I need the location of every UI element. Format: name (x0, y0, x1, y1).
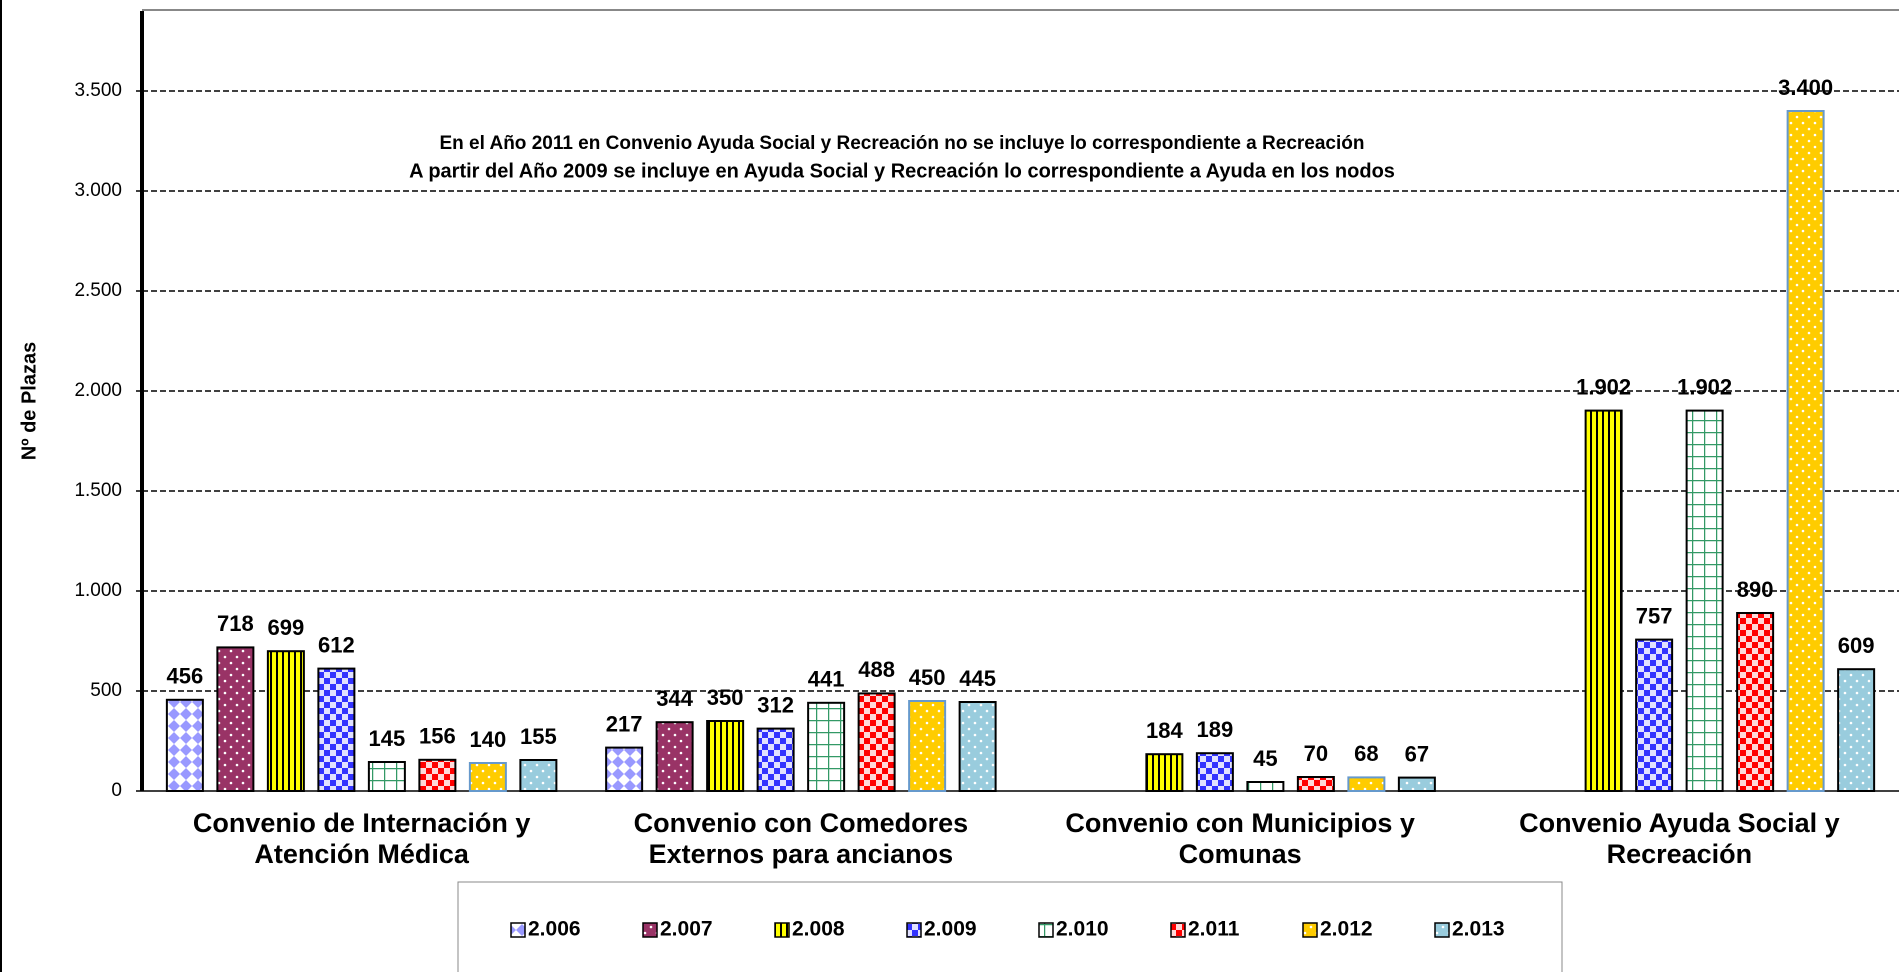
y-tick-label: 0 (111, 780, 122, 801)
bar (216, 646, 255, 793)
legend-swatch (1434, 922, 1450, 938)
bar (958, 701, 997, 792)
data-label: 350 (707, 685, 744, 710)
bar (1347, 776, 1386, 793)
bar (1246, 781, 1285, 792)
x-tick-label: Convenio de Internación y Atención Médic… (192, 808, 531, 869)
data-label: 312 (757, 692, 794, 717)
bar (468, 762, 507, 792)
legend-swatch (1038, 922, 1054, 938)
bar (1145, 753, 1184, 793)
bar (655, 721, 694, 793)
data-label: 718 (217, 611, 254, 636)
bar (1635, 638, 1674, 792)
data-label: 3.400 (1778, 75, 1833, 100)
legend-swatch (1302, 922, 1318, 938)
bar (519, 759, 558, 792)
legend-swatch (774, 922, 790, 938)
bar (807, 701, 846, 792)
bar (1584, 409, 1623, 792)
data-label: 612 (318, 632, 355, 657)
bar (1736, 612, 1775, 792)
bar (367, 761, 406, 792)
data-label: 70 (1304, 741, 1328, 766)
bar (908, 700, 947, 792)
data-label: 699 (268, 615, 305, 640)
bar (165, 698, 204, 792)
bar (1296, 776, 1335, 792)
data-label: 1.902 (1576, 374, 1631, 399)
data-label: 155 (520, 724, 557, 749)
y-axis-label: Nº de Plazas (18, 342, 40, 460)
bar (1837, 668, 1876, 793)
data-label: 344 (656, 686, 693, 711)
annotation: En el Año 2011 en Convenio Ayuda Social … (440, 133, 1365, 154)
legend-swatch (642, 922, 658, 938)
data-label: 67 (1405, 741, 1429, 766)
data-label: 445 (959, 666, 996, 691)
data-label: 456 (167, 664, 204, 689)
y-tick-label: 3.000 (74, 180, 122, 201)
y-tick-label: 2.000 (74, 380, 122, 401)
y-tick-label: 1.500 (74, 480, 122, 501)
data-label: 45 (1253, 746, 1277, 771)
legend-label: 2.008 (792, 918, 845, 941)
bar (1685, 409, 1724, 792)
data-label: 441 (808, 667, 845, 692)
legend-label: 2.006 (528, 918, 581, 941)
data-label: 68 (1354, 741, 1378, 766)
bar (756, 727, 795, 792)
legend-label: 2.009 (924, 918, 977, 941)
bar (857, 692, 896, 793)
x-tick-label: Convenio con Municipios y Comunas (1065, 808, 1415, 869)
bar (1786, 110, 1825, 792)
y-tick-label: 2.500 (74, 280, 122, 301)
y-tick-label: 1.000 (74, 580, 122, 601)
data-label: 609 (1838, 633, 1875, 658)
legend-swatch (906, 922, 922, 938)
data-label: 757 (1636, 603, 1673, 628)
data-label: 189 (1197, 717, 1234, 742)
data-label: 145 (369, 726, 406, 751)
data-label: 184 (1146, 718, 1183, 743)
data-label: 1.902 (1677, 374, 1732, 399)
legend-label: 2.010 (1056, 918, 1109, 941)
data-label: 450 (909, 665, 946, 690)
bar (1195, 752, 1234, 793)
bar (706, 720, 745, 792)
bar (418, 758, 457, 792)
bar (317, 667, 356, 792)
legend-label: 2.007 (660, 918, 713, 941)
x-tick-label: Convenio Ayuda Social y Recreación (1519, 808, 1840, 869)
y-tick-label: 500 (90, 680, 122, 701)
data-label: 156 (419, 724, 456, 749)
legend-swatch (510, 922, 526, 938)
data-label: 217 (606, 711, 643, 736)
legend-label: 2.013 (1452, 918, 1505, 941)
bar (1397, 776, 1436, 792)
data-label: 890 (1737, 577, 1774, 602)
legend-label: 2.012 (1320, 918, 1373, 941)
legend-label: 2.011 (1188, 918, 1240, 941)
x-tick-label: Convenio con Comedores Externos para anc… (633, 808, 969, 869)
data-label: 488 (858, 657, 895, 682)
legend-swatch (1170, 922, 1186, 938)
bar (605, 746, 644, 792)
data-label: 140 (470, 727, 507, 752)
annotation: A partir del Año 2009 se incluye en Ayud… (409, 160, 1395, 182)
y-tick-label: 3.500 (74, 80, 122, 101)
bar (266, 650, 305, 793)
legend-box (457, 881, 1563, 972)
